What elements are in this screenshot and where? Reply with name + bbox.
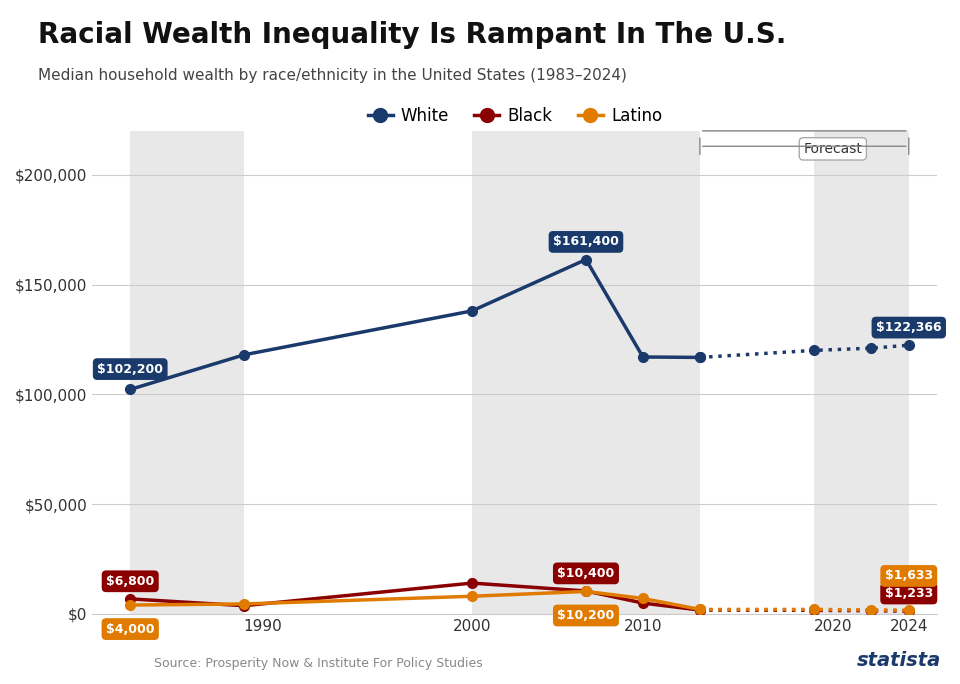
Text: $6,800: $6,800 [107, 575, 155, 588]
Text: $102,200: $102,200 [97, 363, 163, 376]
Text: Racial Wealth Inequality Is Rampant In The U.S.: Racial Wealth Inequality Is Rampant In T… [38, 21, 787, 49]
Text: $161,400: $161,400 [553, 235, 619, 248]
Text: $122,366: $122,366 [876, 321, 942, 334]
Text: Forecast: Forecast [804, 142, 862, 156]
Bar [131, 131, 244, 614]
Text: $10,200: $10,200 [558, 609, 614, 622]
Text: $1,233: $1,233 [885, 587, 933, 600]
Text: statista: statista [856, 651, 941, 670]
Text: Median household wealth by race/ethnicity in the United States (1983–2024): Median household wealth by race/ethnicit… [38, 68, 627, 83]
Text: Source: Prosperity Now & Institute For Policy Studies: Source: Prosperity Now & Institute For P… [154, 657, 482, 670]
Text: $1,633: $1,633 [885, 570, 933, 583]
Bar [472, 131, 700, 614]
Legend: White, Black, Latino: White, Black, Latino [361, 101, 669, 132]
Text: $4,000: $4,000 [106, 622, 155, 635]
Bar [814, 131, 909, 614]
Text: $10,400: $10,400 [558, 567, 614, 580]
